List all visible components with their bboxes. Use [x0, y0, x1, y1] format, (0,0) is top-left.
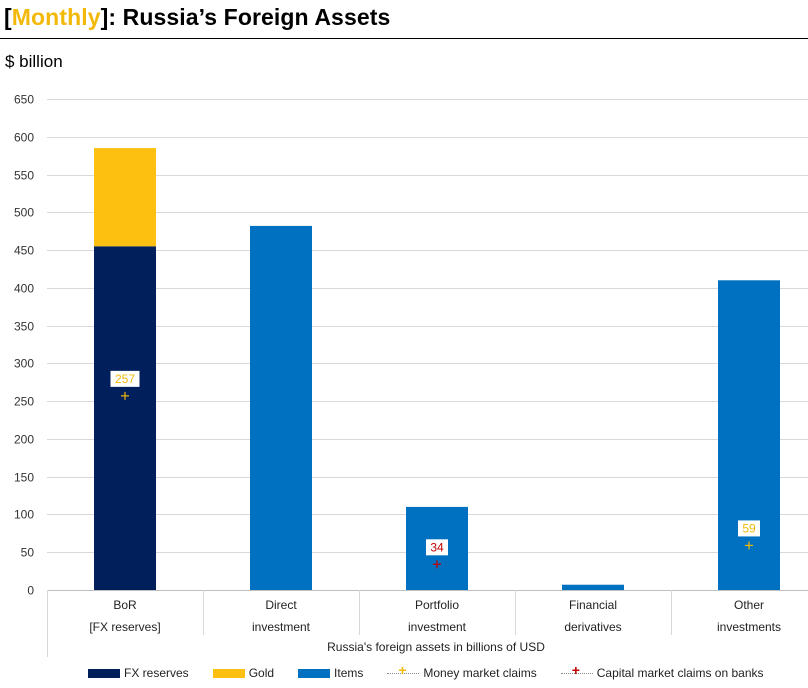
title-tag: Monthly: [11, 4, 101, 30]
legend-label-fx-reserves: FX reserves: [124, 666, 189, 680]
x-category-label: investment: [408, 620, 467, 634]
bar-gold: [94, 148, 156, 247]
data-label-box: [110, 370, 140, 387]
data-label: 59: [742, 521, 756, 535]
x-category-label: BoR: [113, 598, 137, 612]
bar-items: [562, 584, 624, 590]
legend-item-items: Items: [298, 666, 363, 680]
data-label-box: [426, 539, 448, 556]
title-divider: [0, 38, 808, 39]
legend-label-money-market: Money market claims: [423, 666, 537, 680]
y-tick-label: 400: [14, 282, 34, 296]
marker-money-market-claims: [745, 541, 753, 550]
x-category-label: investments: [717, 620, 781, 634]
legend-label-items: Items: [334, 666, 364, 680]
data-label: 257: [115, 372, 135, 386]
data-label: 34: [430, 540, 444, 554]
legend-marker-money-market: +: [387, 663, 420, 678]
x-category-label: investment: [252, 620, 311, 634]
marker-money-market-claims: [121, 391, 129, 400]
y-tick-label: 600: [14, 131, 34, 145]
y-tick-label: 300: [14, 357, 34, 371]
x-category-label: Other: [734, 598, 764, 612]
x-category-label: Financial: [569, 598, 617, 612]
y-tick-label: 650: [14, 93, 34, 107]
y-tick-label: 500: [14, 206, 34, 220]
y-tick-label: 550: [14, 169, 34, 183]
chart-title: [Monthly]: Russia’s Foreign Assets: [4, 4, 390, 31]
bar-items: [250, 225, 312, 591]
title-text: : Russia’s Foreign Assets: [108, 4, 391, 30]
legend-swatch-gold: [212, 668, 245, 678]
bar-items: [718, 280, 780, 590]
y-tick-label: 200: [14, 433, 34, 447]
x-category-label: derivatives: [564, 620, 621, 634]
legend-label-capital-market: Capital market claims on banks: [596, 666, 764, 680]
chart-area: 0 50 100 150 200 250 300 350 400 450 500 550 600 650 2…: [14, 93, 808, 657]
title-open-bracket: [: [4, 4, 12, 30]
legend-item-gold: Gold: [212, 666, 275, 680]
y-tick-label: 50: [21, 546, 35, 560]
x-category-label: [FX reserves]: [89, 620, 160, 634]
y-tick-label: 350: [14, 320, 34, 334]
x-axis-title: Russia's foreign assets in billions of U…: [327, 640, 545, 654]
marker-capital-market-claims-on-banks: [433, 560, 441, 569]
y-tick-label: 0: [27, 584, 34, 598]
y-tick-label: 100: [14, 508, 34, 522]
x-category-label: Portfolio: [415, 598, 459, 612]
legend: FX reserves Gold Items + Money market cl…: [88, 663, 788, 681]
bar-fx-reserves: [94, 246, 156, 591]
legend-item-money-market: + Money market claims: [387, 663, 537, 680]
legend-label-gold: Gold: [248, 666, 275, 680]
legend-marker-capital-market: +: [560, 663, 593, 678]
y-tick-label: 250: [14, 395, 34, 409]
plus-icon: +: [571, 661, 580, 678]
legend-swatch-fx-reserves: [88, 668, 120, 678]
plus-icon: +: [398, 661, 407, 678]
y-tick-label: 450: [14, 244, 34, 258]
x-category-label: Direct: [265, 598, 297, 612]
legend-item-capital-market: + Capital market claims on banks: [560, 663, 764, 680]
data-label-box: [738, 520, 760, 537]
y-unit-label: $ billion: [5, 52, 63, 71]
legend-item-fx-reserves: FX reserves: [88, 666, 189, 680]
y-tick-label: 150: [14, 471, 34, 485]
legend-swatch-items: [298, 668, 331, 678]
title-close-bracket: ]: [100, 4, 109, 30]
